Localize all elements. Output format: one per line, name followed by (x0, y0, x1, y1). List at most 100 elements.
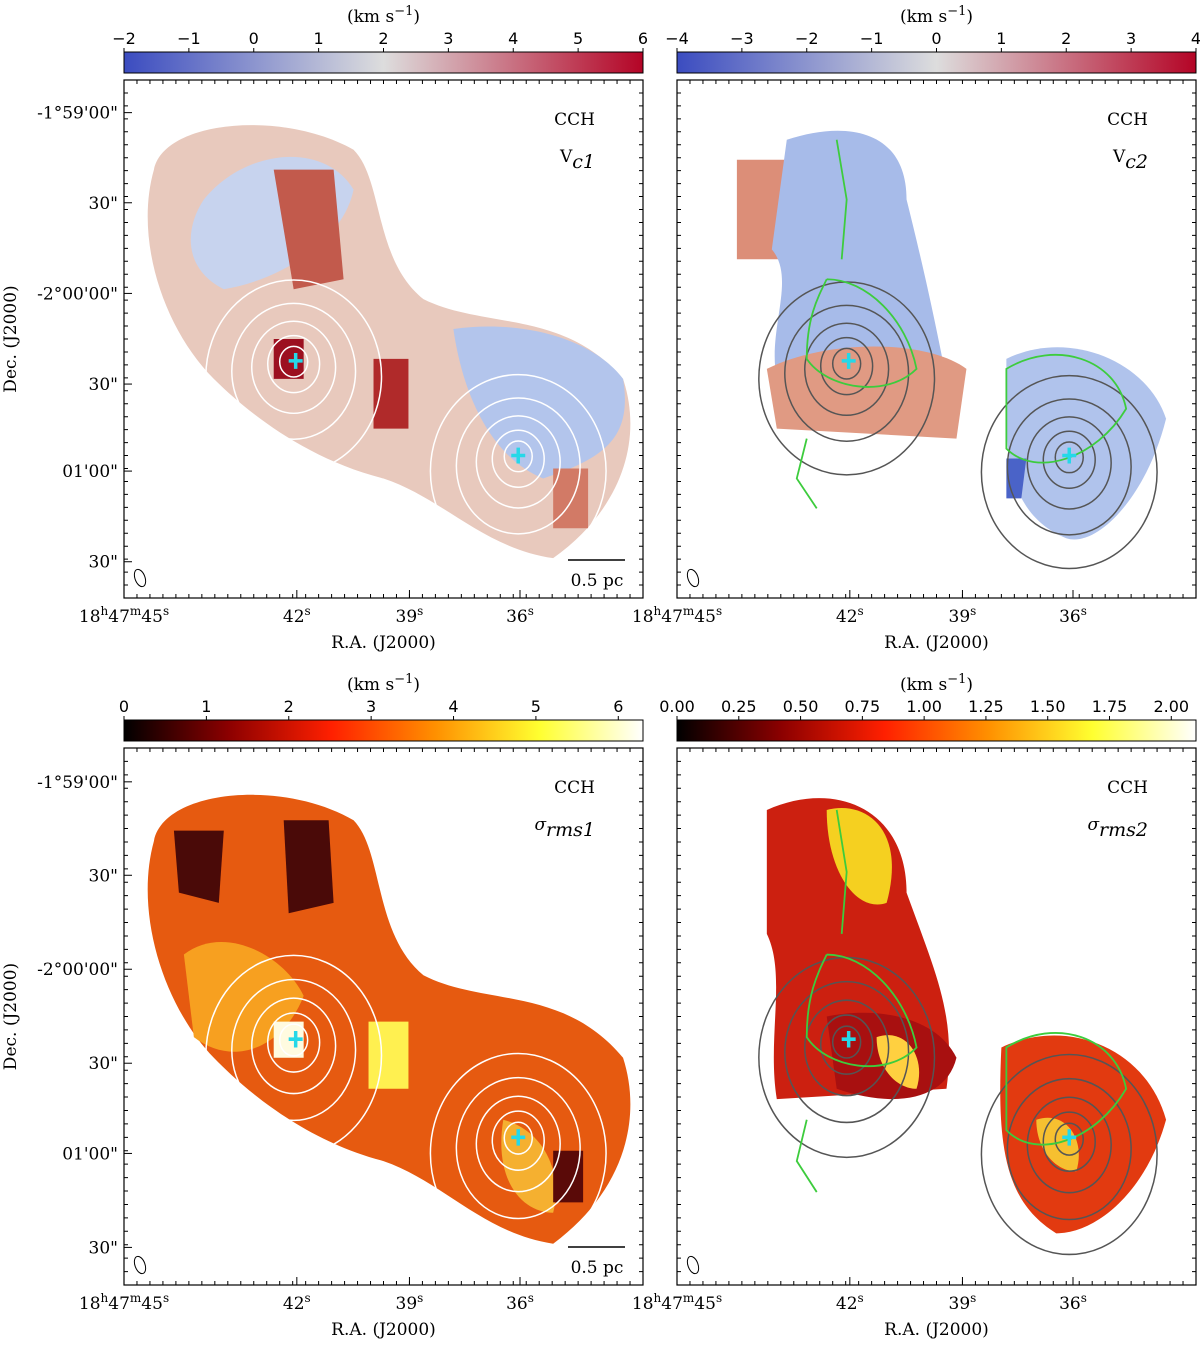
colorbar-label-part: (km s (347, 675, 394, 695)
minor-tick (677, 748, 1196, 1285)
minor-tick (124, 80, 643, 598)
minor-tick (124, 80, 643, 598)
colorbar-tick-label: −1 (860, 29, 884, 48)
map-region (273, 169, 344, 290)
contour (205, 954, 383, 1157)
contour (491, 429, 545, 488)
minor-tick (124, 80, 643, 598)
colorbar-tick-label: 2 (1061, 29, 1071, 48)
contour (1026, 416, 1112, 510)
minor-tick (677, 80, 1196, 598)
minor-tick (124, 80, 643, 598)
minor-tick (677, 748, 1196, 1285)
x-tick-part: 47 (661, 1294, 683, 1314)
colorbar-tick-label: −1 (177, 29, 201, 48)
source-marker (1062, 447, 1077, 464)
x-tick-label: 18h47m45s (79, 604, 169, 627)
minor-tick (124, 80, 643, 598)
x-tick-label: 42s (283, 1291, 311, 1314)
minor-tick (677, 748, 1196, 1285)
x-tick-part: s (970, 604, 976, 618)
y-tick-label: 01'00" (62, 462, 118, 482)
minor-tick (677, 748, 1196, 1285)
colorbar-tick-label: −4 (665, 29, 689, 48)
minor-tick (677, 80, 1196, 598)
minor-tick (124, 80, 643, 598)
x-tick-part: 18 (79, 607, 101, 627)
y-tick-label: 01'00" (62, 1144, 118, 1164)
minor-tick (124, 80, 643, 598)
y-tick-label: -1°59'00" (37, 104, 118, 124)
contour (251, 997, 337, 1095)
map-image (758, 798, 1167, 1256)
colorbar-label-part: (km s (900, 675, 947, 695)
colorbar (676, 719, 1197, 742)
minor-tick (124, 80, 643, 598)
colorbar-tick-label: 5 (573, 29, 583, 48)
scale-bar-label: 0.5 pc (571, 1258, 624, 1278)
x-tick-part: s (417, 604, 423, 618)
x-tick-part: 18 (632, 1294, 654, 1314)
panel-subscript: c1 (572, 151, 595, 173)
contour (835, 809, 848, 934)
colorbar-tick-label: 4 (508, 29, 518, 48)
x-tick-part: s (1081, 604, 1087, 618)
colorbar-label-part: −1 (947, 4, 966, 19)
colorbar-tick-label: 0.25 (721, 697, 757, 716)
contour (784, 304, 910, 442)
x-tick-part: m (683, 604, 695, 618)
colorbar-tick-label: 0.00 (659, 697, 695, 716)
panel-label: CCH (1107, 110, 1148, 130)
minor-tick (677, 80, 1196, 598)
colorbar-tick-label: −2 (795, 29, 819, 48)
minor-tick (677, 748, 1196, 1285)
minor-tick (124, 80, 643, 598)
contour (429, 373, 607, 569)
contour (1005, 1032, 1128, 1146)
minor-tick (124, 80, 643, 598)
minor-tick (124, 80, 643, 598)
x-tick-part: s (163, 604, 169, 618)
beam (133, 1255, 147, 1275)
x-tick-part: 47 (108, 607, 130, 627)
minor-tick (677, 748, 1196, 1285)
minor-tick (677, 748, 1196, 1285)
minor-tick (677, 748, 1196, 1285)
minor-tick (677, 80, 1196, 598)
minor-tick (124, 748, 643, 1285)
minor-tick (677, 80, 1196, 598)
contour (429, 1052, 607, 1255)
map-region (501, 1119, 556, 1213)
minor-tick (124, 748, 643, 1285)
panel-symbol: V (559, 147, 573, 167)
colorbar-label-part: −1 (947, 672, 966, 687)
colorbar-tick-label: 0.75 (845, 697, 881, 716)
minor-tick (124, 80, 643, 598)
colorbar-tick-label: 1.75 (1092, 697, 1128, 716)
contour (266, 334, 321, 394)
y-tick-label: 30" (89, 866, 118, 886)
minor-tick (124, 80, 643, 598)
minor-tick (677, 80, 1196, 598)
contour (231, 978, 357, 1122)
colorbar-tick-label: 4 (448, 697, 458, 716)
panel-label: σrms1 (534, 815, 595, 841)
x-tick-part: 39 (396, 607, 418, 627)
y-tick-label: -2°00'00" (37, 960, 118, 980)
source-marker (511, 447, 526, 464)
x-tick-part: h (101, 1291, 109, 1305)
minor-tick (677, 748, 1196, 1285)
minor-tick (677, 748, 1196, 1285)
x-tick-part: s (417, 1291, 423, 1305)
y-axis-label: Dec. (J2000) (1, 963, 21, 1070)
minor-tick (124, 80, 643, 598)
contour (819, 336, 874, 396)
colorbar-label-part: ) (966, 675, 973, 695)
minor-tick (124, 748, 643, 1285)
colorbar-label-part: −1 (394, 672, 413, 687)
minor-tick (677, 748, 1196, 1285)
minor-tick (124, 748, 643, 1285)
minor-tick (677, 80, 1196, 598)
minor-tick (124, 80, 643, 598)
